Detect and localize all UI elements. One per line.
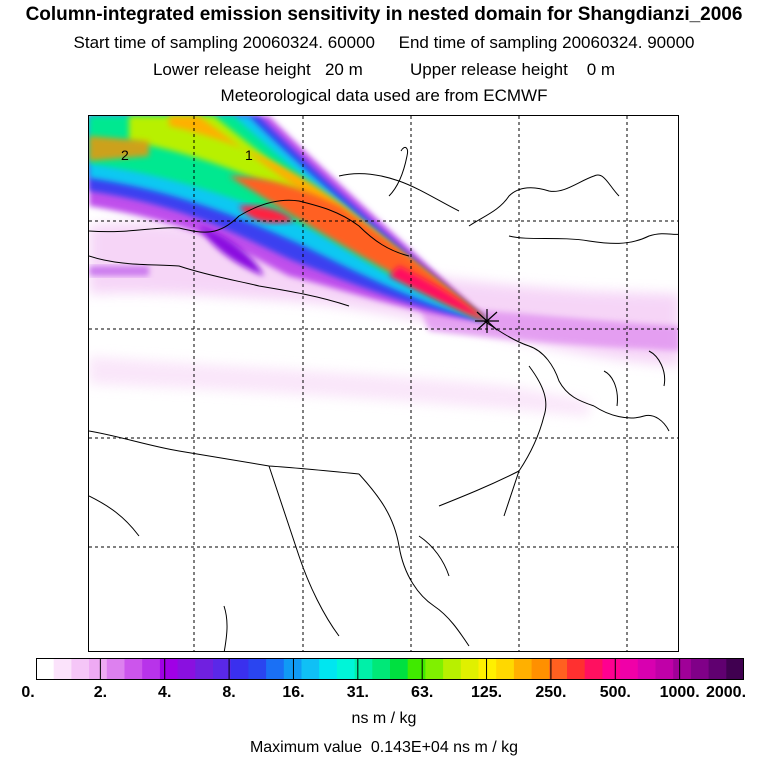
colorbar-swatch xyxy=(53,658,72,680)
colorbar-swatch xyxy=(195,658,214,680)
colorbar-swatch xyxy=(89,658,108,680)
colorbar-tick-label: 0. xyxy=(21,684,35,701)
start-label: Start time of sampling xyxy=(73,33,238,52)
release-heights: Lower release height 20 m Upper release … xyxy=(0,60,768,80)
colorbar-swatch xyxy=(336,658,356,680)
colorbar-swatch xyxy=(71,658,90,680)
colorbar-swatch xyxy=(142,658,161,680)
colorbar-swatch xyxy=(124,658,143,680)
contour-label-2: 2 xyxy=(121,147,129,163)
colorbar-swatch xyxy=(390,658,409,680)
start-value: 20060324. 60000 xyxy=(242,33,376,52)
contour-label-1: 1 xyxy=(245,147,253,163)
graticule xyxy=(89,116,678,651)
colorbar-swatch xyxy=(496,658,515,680)
colorbar-swatch xyxy=(460,658,479,680)
colorbar-swatch xyxy=(159,658,179,680)
colorbar-tick-label: 8. xyxy=(222,684,236,701)
colorbar-tick-label: 31. xyxy=(346,684,369,701)
colorbar-swatch xyxy=(177,658,196,680)
max-value-line: Maximum value 0.143E+04 ns m / kg xyxy=(249,739,519,756)
colorbar-tick-label: 125. xyxy=(470,684,503,701)
colorbar xyxy=(36,658,744,680)
colorbar-swatch xyxy=(248,658,267,680)
coastlines-borders xyxy=(89,146,678,651)
lower-label: Lower release height xyxy=(152,60,311,79)
colorbar-border xyxy=(36,658,744,680)
map-panel: 2 1 xyxy=(88,115,679,652)
colorbar-swatch xyxy=(567,658,586,680)
sensitivity-field xyxy=(89,116,678,416)
colorbar-swatch xyxy=(513,658,533,680)
colorbar-tick-label: 500. xyxy=(599,684,631,701)
colorbar-swatch xyxy=(726,658,744,680)
colorbar-swatch xyxy=(230,658,249,680)
colorbar-swatch xyxy=(36,658,55,680)
colorbar-units: ns m / kg xyxy=(351,710,417,727)
colorbar-swatch xyxy=(319,658,338,680)
colorbar-tick-label: 4. xyxy=(158,684,172,701)
colorbar-tick-label: 2000. xyxy=(705,684,747,701)
colorbar-swatch xyxy=(266,658,285,680)
lower-value: 20 m xyxy=(324,60,363,79)
colorbar-swatch xyxy=(690,658,710,680)
colorbar-swatch xyxy=(620,658,639,680)
colorbar-tick-label: 1000. xyxy=(659,684,700,701)
colorbar-swatch xyxy=(301,658,320,680)
end-value: 20060324. 90000 xyxy=(562,33,695,52)
colorbar-swatch xyxy=(443,658,462,680)
colorbar-tick-label: 250. xyxy=(535,684,567,701)
colorbar-swatch xyxy=(372,658,391,680)
colorbar-tick-label: 63. xyxy=(411,684,434,701)
met-data-line: Meteorological data used are from ECMWF xyxy=(220,86,548,105)
map-title: Column-integrated emission sensitivity i… xyxy=(25,4,743,25)
colorbar-swatch xyxy=(673,658,692,680)
colorbar-tick-label: 2. xyxy=(93,684,108,701)
colorbar-swatch xyxy=(106,658,125,680)
sensitivity-map xyxy=(89,116,678,651)
colorbar-swatch xyxy=(708,658,727,680)
colorbar-swatch xyxy=(354,658,373,680)
colorbar-swatch xyxy=(283,658,302,680)
colorbar-swatch xyxy=(478,658,497,680)
sampling-times: Start time of sampling 20060324. 60000 E… xyxy=(0,33,768,53)
upper-label: Upper release height xyxy=(409,60,568,79)
colorbar-swatch xyxy=(584,658,603,680)
colorbar-swatch xyxy=(602,658,621,680)
colorbar-swatch xyxy=(531,658,550,680)
colorbar-swatch xyxy=(655,658,674,680)
colorbar-tick-label: 16. xyxy=(282,684,305,701)
colorbar-swatch xyxy=(407,658,426,680)
colorbar-swatch xyxy=(637,658,656,680)
receptor-star-icon xyxy=(475,309,499,333)
colorbar-swatch xyxy=(549,658,568,680)
colorbar-swatch xyxy=(425,658,444,680)
colorbar-swatch xyxy=(213,658,232,680)
end-label: End time of sampling xyxy=(398,33,558,52)
upper-value: 0 m xyxy=(586,60,616,79)
